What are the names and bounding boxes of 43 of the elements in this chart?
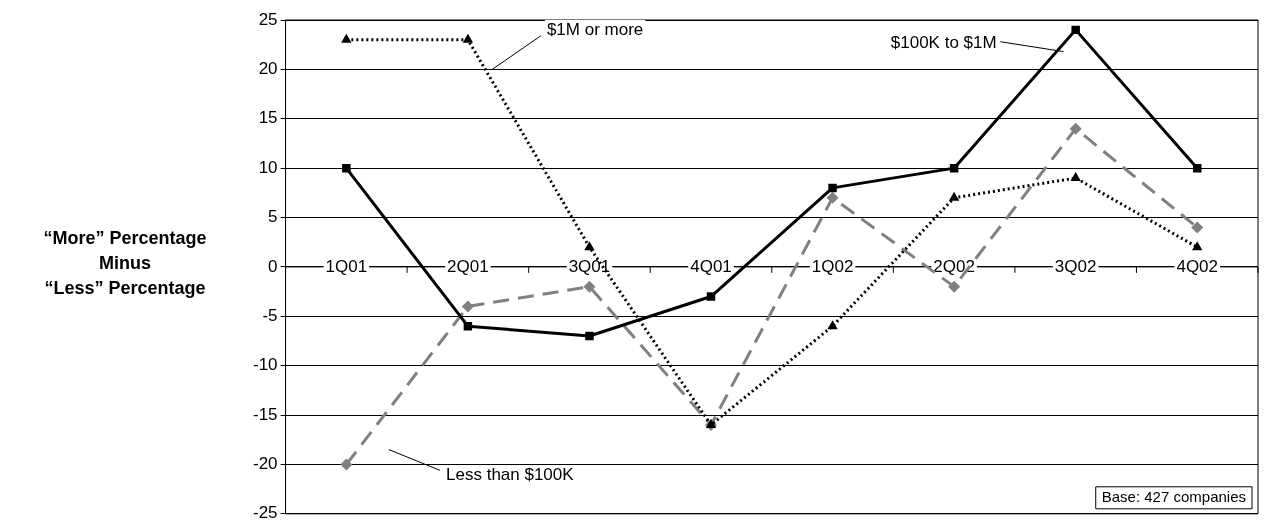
- x-tick-label: 4Q02: [1176, 256, 1219, 276]
- y-tick-label: -25: [252, 503, 278, 523]
- x-tick-label: 2Q02: [933, 256, 975, 276]
- point: [585, 331, 594, 341]
- y-axis-title: “More” Percentage Minus “Less” Percentage: [43, 227, 207, 300]
- point: [462, 33, 474, 43]
- point: [340, 458, 353, 471]
- y-tick-label: -10: [252, 355, 278, 375]
- point: [342, 163, 351, 173]
- x-tick-label: 1Q02: [811, 256, 854, 276]
- point: [461, 300, 474, 313]
- y-tick-label: 5: [268, 207, 278, 227]
- y-tick-label: -20: [252, 454, 278, 474]
- point: [1070, 172, 1081, 182]
- point: [584, 241, 595, 251]
- legend-label: $100K to $1M: [890, 33, 997, 53]
- point: [1069, 122, 1082, 135]
- point: [828, 183, 837, 193]
- point: [948, 191, 960, 201]
- point: [1071, 25, 1080, 35]
- point: [1192, 241, 1203, 251]
- x-tick-label: 4Q01: [690, 256, 732, 276]
- x-tick-label: 2Q01: [447, 256, 489, 276]
- x-tick-label: 3Q01: [568, 256, 611, 276]
- point: [948, 280, 961, 293]
- y-tick-label: -15: [252, 404, 278, 424]
- x-tick-label: 1Q01: [325, 256, 368, 276]
- point: [826, 191, 839, 204]
- x-tick-label: 3Q02: [1054, 256, 1097, 276]
- point: [827, 320, 838, 330]
- y-tick-label: -5: [262, 305, 278, 325]
- y-tick-label: 25: [258, 9, 278, 29]
- y-tick-label: 10: [258, 157, 278, 177]
- y-tick-label: 0: [268, 256, 278, 276]
- text: Less than $100K: [446, 464, 575, 484]
- point: [583, 280, 596, 293]
- annotation: Base: 427 companies: [1101, 487, 1247, 505]
- y-tick-label: 15: [258, 108, 278, 128]
- point: [341, 33, 352, 43]
- text: $1M or more: [546, 19, 644, 39]
- point: [706, 292, 716, 301]
- point: [1191, 221, 1204, 234]
- y-tick-label: 20: [258, 59, 278, 79]
